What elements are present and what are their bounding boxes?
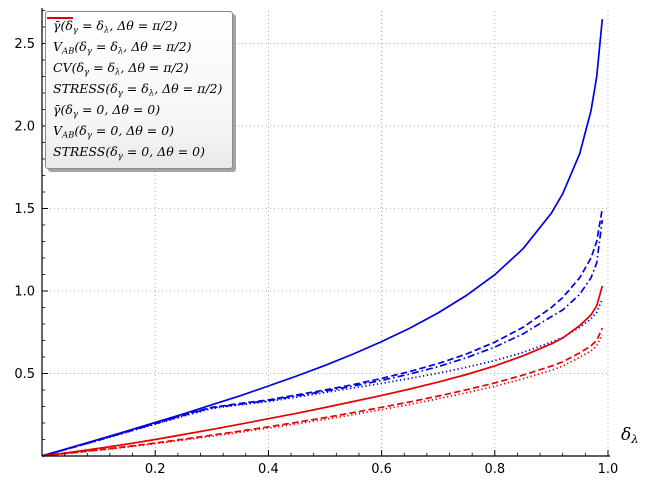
curve-cv-pi2 bbox=[41, 219, 604, 457]
y-tick-label: 1.5 bbox=[14, 202, 35, 217]
legend-label-gamma-bar-0: γ̄(δγ = 0, Δθ = 0) bbox=[53, 101, 161, 119]
curve-stress-0 bbox=[41, 334, 604, 457]
legend-item-stress-pi2: STRESS(δγ = δλ, Δθ = π/2) bbox=[47, 17, 223, 100]
y-tick-label: 2.0 bbox=[14, 119, 35, 134]
legend-label-vab-0: VAB(δγ = 0, Δθ = 0) bbox=[53, 122, 175, 140]
legend-item-stress-0: STRESS(δγ = 0, Δθ = 0) bbox=[47, 17, 222, 163]
legend-label-vab-pi2: VAB(δγ = δλ, Δθ = π/2) bbox=[53, 38, 192, 56]
legend: γ̄(δγ = δλ, Δθ = π/2) VAB(δγ = δλ, Δθ = π… bbox=[45, 11, 234, 169]
y-tick-label: 0.5 bbox=[14, 367, 35, 382]
legend-item-cv-pi2: CV(δγ = δλ, Δθ = π/2) bbox=[47, 17, 222, 79]
legend-label-stress-pi2: STRESS(δγ = δλ, Δθ = π/2) bbox=[53, 80, 223, 98]
legend-label-gamma-bar-pi2: γ̄(δγ = δλ, Δθ = π/2) bbox=[53, 17, 178, 35]
y-tick-label: 2.5 bbox=[14, 37, 35, 52]
legend-item-gamma-bar-pi2: γ̄(δγ = δλ, Δθ = π/2) bbox=[47, 17, 222, 37]
legend-item-vab-pi2: VAB(δγ = δλ, Δθ = π/2) bbox=[47, 17, 222, 58]
curve-stress-pi2 bbox=[41, 298, 604, 457]
x-tick-label: 0.2 bbox=[145, 462, 166, 477]
x-tick-label: 1.0 bbox=[598, 462, 619, 477]
y-tick-label: 1.0 bbox=[14, 284, 35, 299]
legend-line-sample-dotted bbox=[47, 17, 73, 19]
legend-label-stress-0: STRESS(δγ = 0, Δθ = 0) bbox=[53, 143, 205, 161]
x-tick-label: 0.6 bbox=[371, 462, 392, 477]
x-axis-label: δλ bbox=[621, 425, 639, 447]
legend-item-vab-0: VAB(δγ = 0, Δθ = 0) bbox=[47, 17, 222, 142]
legend-label-cv-pi2: CV(δγ = δλ, Δθ = π/2) bbox=[53, 59, 189, 77]
x-tick-label: 0.8 bbox=[484, 462, 505, 477]
legend-item-gamma-bar-0: γ̄(δγ = 0, Δθ = 0) bbox=[47, 17, 222, 121]
x-tick-label: 0.4 bbox=[258, 462, 279, 477]
curve-gamma-bar-0 bbox=[41, 285, 604, 457]
